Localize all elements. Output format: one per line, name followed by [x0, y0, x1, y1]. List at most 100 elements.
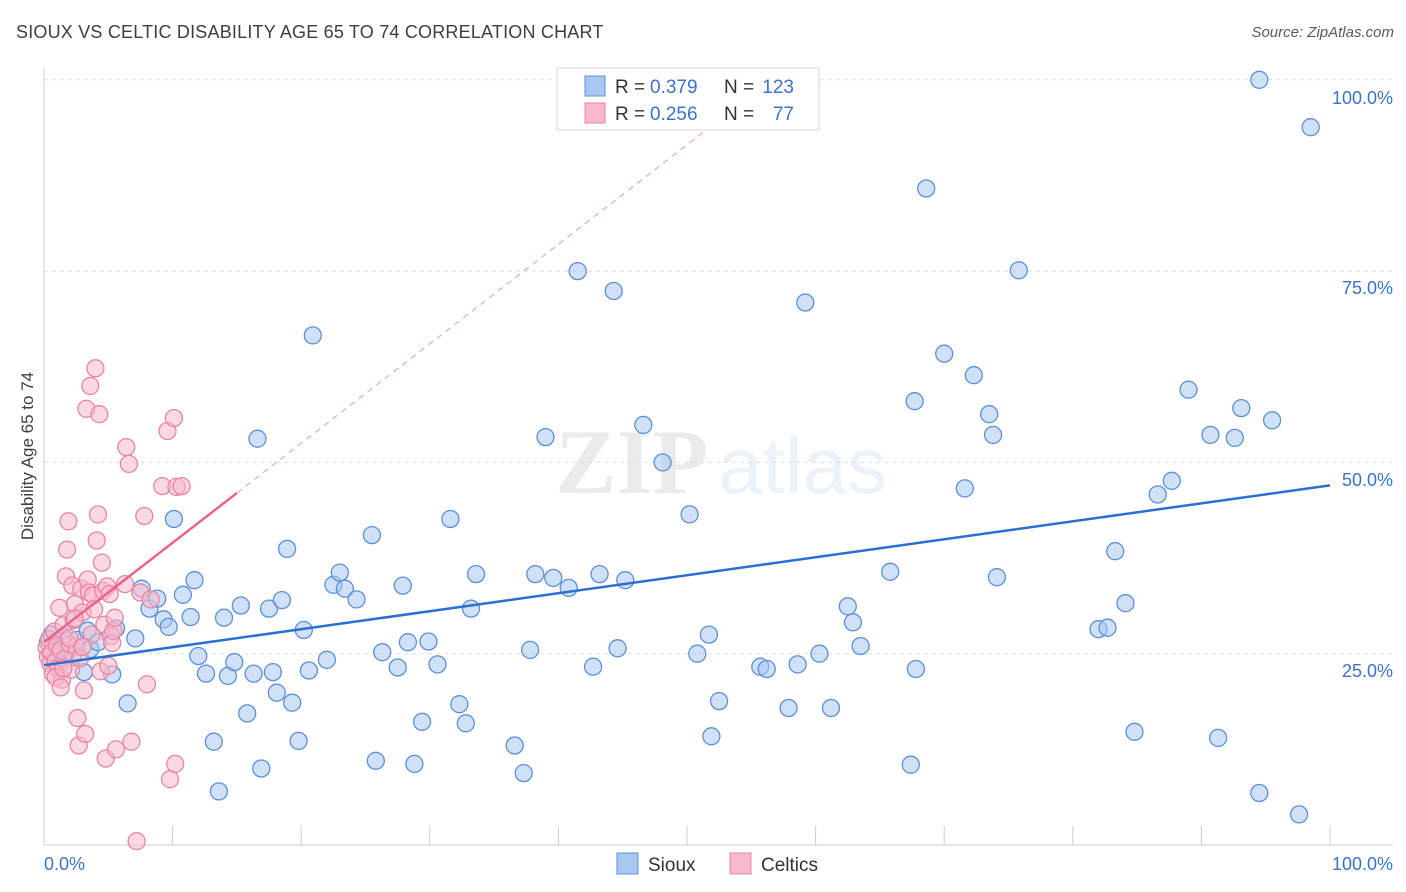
axes [43, 68, 1393, 846]
sioux-point-38 [252, 759, 271, 778]
sioux-point-49 [317, 650, 337, 669]
sioux-point-70 [514, 763, 533, 783]
celtics-point-73 [60, 629, 79, 648]
sioux-point-27 [189, 646, 208, 666]
bottom-legend-celtics: Celtics [761, 855, 818, 876]
sioux-point-54 [362, 525, 382, 545]
sioux-point-26 [185, 571, 204, 590]
celtics-point-43 [92, 553, 112, 572]
sioux-point-28 [196, 664, 216, 683]
sioux-point-76 [568, 261, 587, 281]
sioux-point-87 [702, 727, 721, 746]
sioux-point-93 [796, 293, 815, 312]
sioux-point-52 [335, 579, 355, 598]
y-tick-label-100: 100.0% [1332, 88, 1393, 108]
sioux-point-34 [231, 596, 250, 615]
legend-sioux-n-label: N = [724, 77, 754, 98]
celtics-point-40 [88, 505, 108, 524]
sioux-point-47 [299, 661, 319, 680]
sioux-point-72 [526, 564, 545, 584]
sioux-point-107 [980, 405, 999, 424]
celtics-point-63 [141, 590, 160, 609]
x-tick-label-min: 0.0% [44, 854, 85, 874]
sioux-point-63 [428, 655, 447, 674]
sioux-point-127 [1301, 118, 1320, 137]
bottom-legend: Sioux Celtics [616, 852, 818, 876]
sioux-point-31 [214, 608, 234, 627]
legend-sioux-r-value: 0.379 [650, 77, 698, 98]
sioux-point-66 [456, 714, 475, 733]
celtics-point-48 [99, 656, 118, 676]
y-tick-label-25: 25.0% [1342, 661, 1393, 681]
sioux-point-85 [688, 644, 707, 663]
sioux-point-48 [303, 326, 322, 345]
sioux-point-64 [441, 509, 460, 529]
sioux-point-112 [1098, 618, 1117, 637]
sioux-point-45 [289, 731, 308, 751]
celtics-point-76 [166, 754, 185, 774]
sioux-point-98 [851, 636, 870, 656]
sioux-point-116 [1148, 485, 1167, 504]
celtics-point-34 [81, 376, 100, 396]
celtics-trendline-extension [236, 94, 752, 494]
sioux-point-42 [272, 590, 292, 610]
celtics-point-10 [50, 598, 69, 617]
y-tick-label-50: 50.0% [1342, 470, 1393, 490]
celtics-point-41 [90, 405, 109, 424]
sioux-point-115 [1125, 722, 1144, 741]
celtics-point-58 [122, 732, 141, 751]
sioux-point-60 [405, 754, 424, 774]
celtics-point-71 [51, 678, 70, 697]
sioux-point-69 [505, 736, 524, 755]
sioux-point-23 [164, 509, 184, 529]
sioux-point-62 [419, 632, 438, 651]
celtics-point-61 [135, 506, 154, 526]
sioux-point-17 [126, 629, 145, 648]
celtics-point-54 [106, 740, 126, 759]
sioux-point-99 [881, 562, 900, 581]
sioux-point-77 [583, 657, 603, 676]
sioux-point-36 [244, 664, 263, 683]
sioux-point-29 [204, 732, 223, 751]
sioux-point-73 [536, 427, 555, 447]
celtics-point-55 [115, 574, 135, 594]
sioux-point-102 [906, 659, 926, 679]
source-label: Source: ZipAtlas.com [1251, 24, 1394, 41]
trendlines [43, 94, 1331, 667]
sioux-point-43 [277, 539, 297, 559]
sioux-point-79 [604, 281, 623, 301]
sioux-point-109 [987, 568, 1007, 587]
celtics-point-56 [117, 437, 136, 457]
celtics-point-53 [105, 608, 124, 627]
y-axis-label: Disability Age 65 to 74 [18, 372, 37, 540]
celtics-point-62 [137, 675, 157, 694]
sioux-point-16 [118, 694, 137, 713]
celtics-point-57 [119, 454, 139, 474]
celtics-point-30 [76, 724, 95, 744]
gridlines [44, 79, 1393, 655]
sioux-point-44 [283, 693, 302, 712]
sioux-point-120 [1208, 728, 1228, 748]
sioux-point-122 [1232, 398, 1251, 418]
sioux-point-123 [1250, 783, 1269, 803]
sioux-point-80 [608, 639, 627, 658]
sioux-point-68 [466, 564, 486, 584]
sioux-point-30 [209, 782, 229, 801]
bottom-legend-sioux: Sioux [648, 855, 696, 876]
sioux-point-51 [330, 563, 349, 582]
sioux-point-33 [225, 652, 244, 672]
sioux-point-91 [779, 698, 798, 718]
sioux-point-40 [263, 662, 283, 682]
sioux-point-119 [1201, 425, 1220, 445]
celtics-series [37, 359, 191, 851]
chart-title: SIOUX VS CELTIC DISABILITY AGE 65 TO 74 … [16, 22, 604, 42]
sioux-point-125 [1262, 411, 1282, 430]
sioux-point-100 [901, 755, 920, 774]
sioux-point-92 [788, 655, 807, 674]
sioux-point-105 [955, 479, 974, 498]
sioux-point-41 [267, 683, 286, 702]
sioux-point-59 [398, 633, 418, 652]
sioux-point-39 [259, 599, 279, 618]
celtics-point-69 [172, 476, 191, 496]
